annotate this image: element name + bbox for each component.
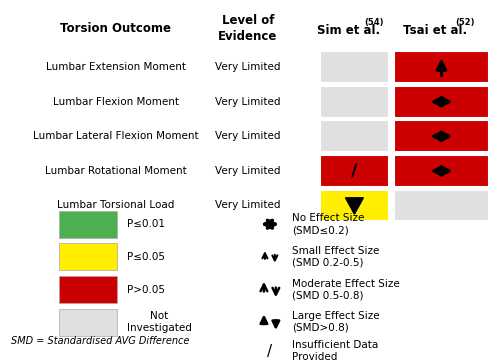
Bar [320, 189, 389, 221]
Polygon shape [346, 198, 364, 214]
Text: Very Limited: Very Limited [216, 166, 281, 176]
Text: Very Limited: Very Limited [216, 131, 281, 141]
Bar [394, 155, 488, 187]
Text: Sim et al.: Sim et al. [317, 24, 380, 37]
Text: Lumbar Extension Moment: Lumbar Extension Moment [46, 62, 186, 72]
Text: Moderate Effect Size
(SMD 0.5-0.8): Moderate Effect Size (SMD 0.5-0.8) [292, 279, 400, 300]
Bar [394, 86, 488, 118]
Text: Very Limited: Very Limited [216, 97, 281, 107]
Text: Lumbar Lateral Flexion Moment: Lumbar Lateral Flexion Moment [33, 131, 198, 141]
Text: Level of
Evidence: Level of Evidence [218, 14, 278, 43]
Text: (52): (52) [456, 18, 475, 27]
Bar [320, 86, 389, 118]
Text: No Effect Size
(SMD≤0.2): No Effect Size (SMD≤0.2) [292, 213, 364, 235]
Text: P>0.05: P>0.05 [126, 285, 164, 294]
Text: Large Effect Size
(SMD>0.8): Large Effect Size (SMD>0.8) [292, 311, 380, 333]
Text: Tsai et al.: Tsai et al. [404, 24, 468, 37]
Text: P≤0.05: P≤0.05 [126, 252, 164, 262]
Text: Very Limited: Very Limited [216, 62, 281, 72]
Text: Small Effect Size
(SMD 0.2-0.5): Small Effect Size (SMD 0.2-0.5) [292, 246, 379, 268]
Text: /: / [268, 343, 272, 359]
Bar [59, 211, 116, 238]
Bar [394, 51, 488, 83]
Text: (54): (54) [364, 18, 384, 27]
Text: Insufficient Data
Provided: Insufficient Data Provided [292, 340, 378, 362]
Bar [59, 244, 116, 270]
Text: Lumbar Rotational Moment: Lumbar Rotational Moment [45, 166, 187, 176]
Text: Lumbar Flexion Moment: Lumbar Flexion Moment [53, 97, 179, 107]
Bar [320, 155, 389, 187]
Text: Torsion Outcome: Torsion Outcome [60, 22, 171, 35]
Text: Not
Investigated: Not Investigated [126, 311, 192, 333]
Bar [394, 189, 488, 221]
Bar [320, 121, 389, 152]
Text: /: / [351, 162, 358, 180]
Bar [394, 121, 488, 152]
Text: P≤0.01: P≤0.01 [126, 219, 164, 229]
Text: Very Limited: Very Limited [216, 200, 281, 211]
Text: Lumbar Torsional Load: Lumbar Torsional Load [57, 200, 174, 211]
Bar [59, 276, 116, 303]
Bar [59, 309, 116, 336]
Text: SMD = Standardised AVG Difference: SMD = Standardised AVG Difference [12, 337, 190, 346]
Bar [320, 51, 389, 83]
